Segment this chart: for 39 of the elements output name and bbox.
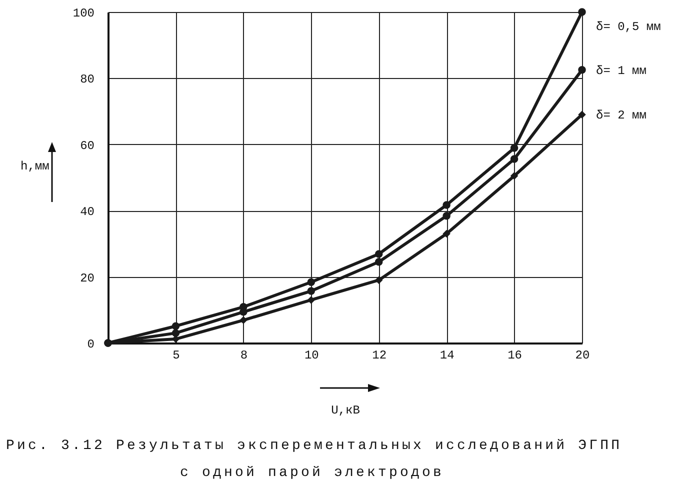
x-tick-label: 10 [304,348,319,362]
point [510,155,518,163]
y-tick-label: 20 [80,271,94,286]
x-tick-label: 16 [508,348,522,362]
point [307,278,316,286]
series-label: δ= 1 мм [596,64,646,78]
point [374,250,383,258]
point [374,276,383,284]
x-tick-label: 8 [240,348,248,362]
point [510,144,518,152]
point [578,110,586,118]
x-tick-label: 12 [372,348,387,362]
text: Рис. 3.12 Результаты эксперементальных исследований ЭГПП [6,438,622,454]
text: с одной парой электродов [180,465,444,481]
x-tick-label: 14 [440,348,454,362]
point [307,296,316,304]
point [307,287,316,295]
point [240,316,248,324]
point [172,329,180,337]
y-tick-label: 80 [80,72,94,87]
y-tick-label: 60 [80,138,94,153]
point [442,201,450,209]
series-label: δ= 0,5 мм [596,20,661,34]
point [510,172,518,180]
point [578,66,586,74]
point [240,308,248,316]
point [442,212,450,220]
point [442,230,450,238]
point [172,322,180,330]
y-tick-label: 100 [72,6,94,20]
point [374,258,383,266]
series-label: δ= 2 мм [596,108,646,123]
point [578,8,586,16]
y-tick-label: 40 [80,205,94,220]
x-axis-title: U,кВ [331,404,360,418]
x-tick-label: 20 [575,348,590,362]
x-tick-label: 5 [172,348,180,362]
y-tick-label: 0 [87,338,94,352]
y-axis-title: h,мм [20,160,50,174]
